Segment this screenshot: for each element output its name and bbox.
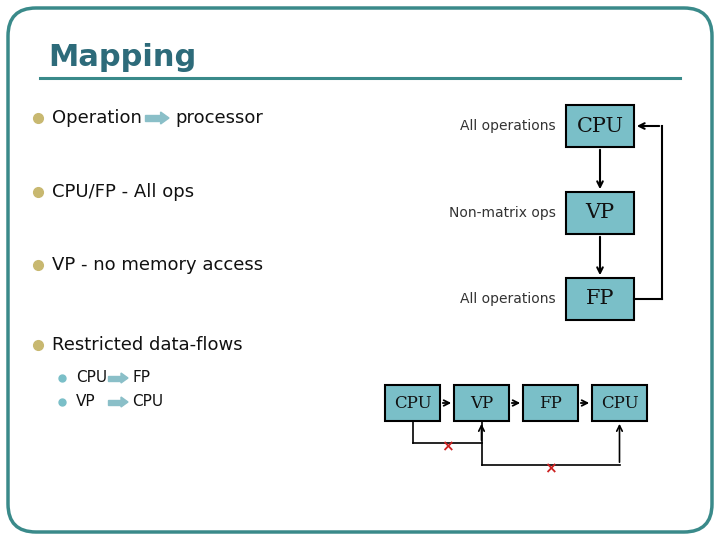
Text: VP: VP xyxy=(76,395,96,409)
FancyBboxPatch shape xyxy=(454,385,509,421)
FancyBboxPatch shape xyxy=(566,105,634,147)
Polygon shape xyxy=(121,373,128,383)
FancyBboxPatch shape xyxy=(566,278,634,320)
FancyBboxPatch shape xyxy=(592,385,647,421)
Text: Restricted data-flows: Restricted data-flows xyxy=(52,336,243,354)
Text: VP: VP xyxy=(470,395,493,411)
FancyBboxPatch shape xyxy=(385,385,440,421)
Text: CPU: CPU xyxy=(76,370,107,386)
Text: VP - no memory access: VP - no memory access xyxy=(52,256,263,274)
Text: FP: FP xyxy=(586,289,614,308)
Polygon shape xyxy=(108,375,121,381)
Polygon shape xyxy=(108,400,121,404)
Text: Operation: Operation xyxy=(52,109,142,127)
Text: CPU: CPU xyxy=(394,395,431,411)
Text: VP: VP xyxy=(585,204,615,222)
Text: Mapping: Mapping xyxy=(48,44,197,72)
Polygon shape xyxy=(161,112,169,124)
Text: ×: × xyxy=(441,440,454,455)
Polygon shape xyxy=(145,115,161,121)
Text: CPU/FP - All ops: CPU/FP - All ops xyxy=(52,183,194,201)
Text: Non-matrix ops: Non-matrix ops xyxy=(449,206,556,220)
FancyBboxPatch shape xyxy=(566,192,634,234)
Polygon shape xyxy=(121,397,128,407)
Text: FP: FP xyxy=(132,370,150,386)
Text: All operations: All operations xyxy=(460,119,556,133)
Text: All operations: All operations xyxy=(460,292,556,306)
FancyBboxPatch shape xyxy=(523,385,578,421)
Text: CPU: CPU xyxy=(577,117,624,136)
Text: CPU: CPU xyxy=(132,395,163,409)
Text: FP: FP xyxy=(539,395,562,411)
FancyBboxPatch shape xyxy=(8,8,712,532)
Text: ×: × xyxy=(544,462,557,476)
Text: processor: processor xyxy=(175,109,263,127)
Text: CPU: CPU xyxy=(600,395,639,411)
